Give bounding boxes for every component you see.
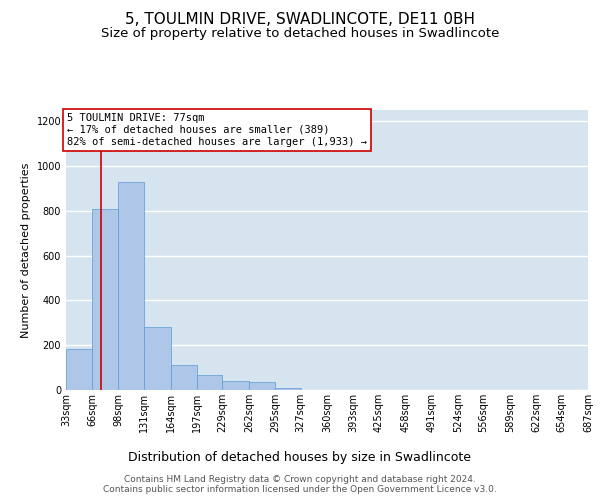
Bar <box>223 381 249 390</box>
Bar <box>249 382 275 390</box>
Text: Contains HM Land Registry data © Crown copyright and database right 2024.
Contai: Contains HM Land Registry data © Crown c… <box>103 474 497 494</box>
Bar <box>92 208 118 390</box>
Y-axis label: Number of detached properties: Number of detached properties <box>21 162 31 338</box>
Bar <box>197 376 223 390</box>
Bar <box>275 388 301 390</box>
Text: 5 TOULMIN DRIVE: 77sqm
← 17% of detached houses are smaller (389)
82% of semi-de: 5 TOULMIN DRIVE: 77sqm ← 17% of detached… <box>67 114 367 146</box>
Bar <box>118 182 144 390</box>
Bar <box>170 366 197 390</box>
Bar <box>144 328 170 390</box>
Text: Distribution of detached houses by size in Swadlincote: Distribution of detached houses by size … <box>128 451 472 464</box>
Bar <box>66 348 92 390</box>
Text: Size of property relative to detached houses in Swadlincote: Size of property relative to detached ho… <box>101 28 499 40</box>
Text: 5, TOULMIN DRIVE, SWADLINCOTE, DE11 0BH: 5, TOULMIN DRIVE, SWADLINCOTE, DE11 0BH <box>125 12 475 28</box>
